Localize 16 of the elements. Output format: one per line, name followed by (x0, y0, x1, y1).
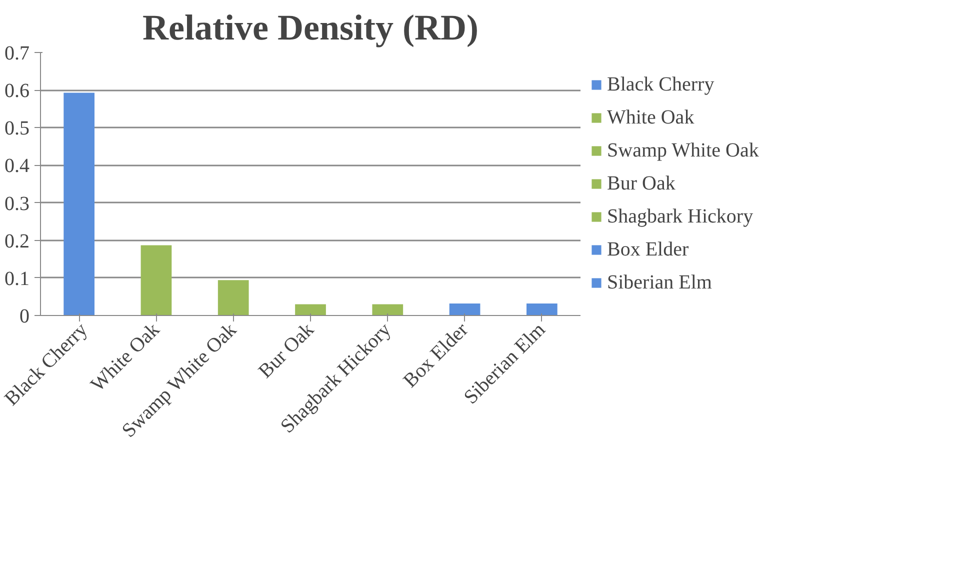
legend-label: Siberian Elm (607, 271, 712, 294)
legend-label: Shagbark Hickory (607, 205, 754, 228)
legend-label: Black Cherry (607, 73, 714, 96)
legend-label: White Oak (607, 106, 694, 129)
legend-label: Box Elder (607, 238, 689, 261)
y-tick-label: 0 (20, 306, 30, 328)
y-tick-label: 0.2 (4, 230, 30, 252)
y-tick-label: 0.5 (4, 118, 30, 140)
legend-label: Bur Oak (607, 172, 676, 195)
y-tick-label: 0.7 (4, 42, 30, 64)
y-tick-label: 0.4 (4, 155, 30, 178)
y-tick-label: 0.3 (4, 192, 30, 215)
y-tick-label: 0.1 (4, 268, 30, 290)
chart-title: Relative Density (RD) (142, 8, 478, 48)
y-tick-label: 0.6 (4, 80, 30, 102)
legend-label: Swamp White Oak (607, 139, 759, 162)
